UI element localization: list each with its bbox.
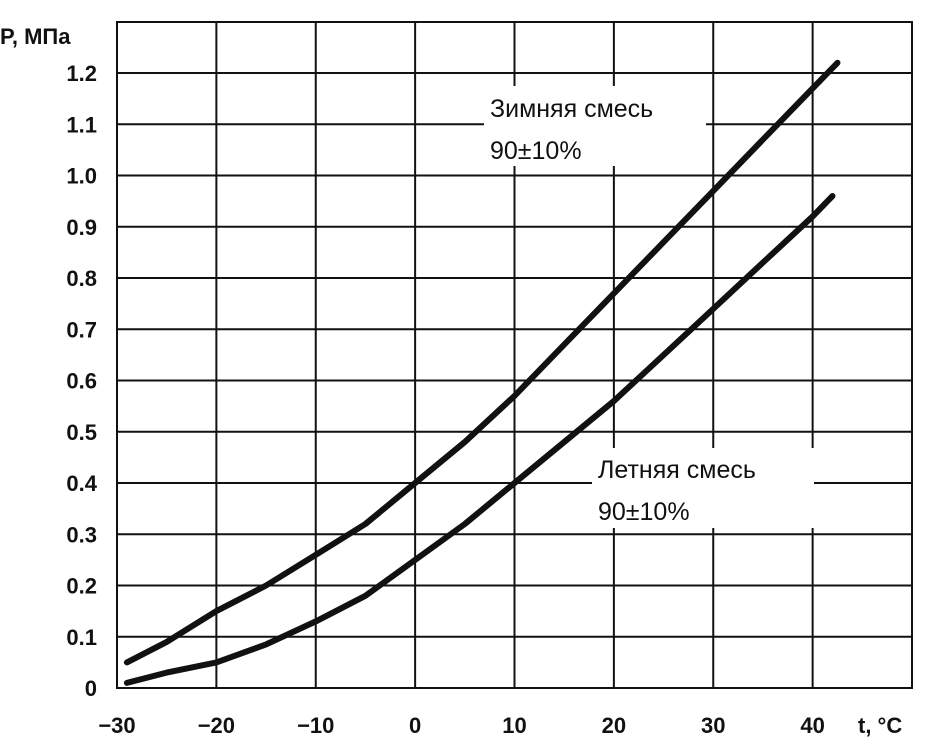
x-tick-label: −20: [198, 713, 235, 738]
y-tick-label: 1.1: [66, 112, 97, 137]
x-tick-label: 0: [409, 713, 421, 738]
x-tick-label: 40: [800, 713, 824, 738]
summer-series-label: Летняя смесь: [598, 456, 756, 484]
y-tick-label: 0.9: [66, 215, 97, 240]
winter-series-range: 90±10%: [490, 137, 582, 165]
y-tick-label: 0.6: [66, 369, 97, 394]
y-tick-label: 0.7: [66, 317, 97, 342]
y-tick-label: 0.8: [66, 266, 97, 291]
y-axis-title: P, МПа: [0, 24, 71, 49]
x-tick-label: 20: [602, 713, 626, 738]
y-tick-label: 0.1: [66, 625, 97, 650]
series-lines: [123, 59, 841, 686]
x-tick-label: −10: [297, 713, 334, 738]
y-tick-label: 0.5: [66, 420, 97, 445]
summer-label-backdrop: [592, 448, 814, 528]
y-tick-label: 0.4: [66, 471, 97, 496]
x-tick-label: −30: [98, 713, 135, 738]
grid: [116, 21, 913, 689]
x-tick-label: 30: [701, 713, 725, 738]
winter-mix-line: [123, 59, 841, 666]
y-tick-label: 0: [85, 676, 97, 701]
y-tick-label: 1.0: [66, 164, 97, 189]
y-tick-label: 0.3: [66, 522, 97, 547]
winter-series-label: Зимняя смесь: [490, 95, 653, 123]
x-axis-title: t, °C: [858, 713, 902, 738]
winter-label-backdrop: [484, 86, 706, 166]
tick-labels: −30 −20 −10 0 10 20 30 40 0 0.1 0.2 0.3 0.4 0.5 0.6 0.7…: [66, 61, 824, 738]
summer-series-range: 90±10%: [598, 498, 690, 526]
summer-mix-line: [123, 193, 836, 686]
y-tick-label: 1.2: [66, 61, 97, 86]
x-tick-label: 10: [502, 713, 526, 738]
y-tick-label: 0.2: [66, 574, 97, 599]
